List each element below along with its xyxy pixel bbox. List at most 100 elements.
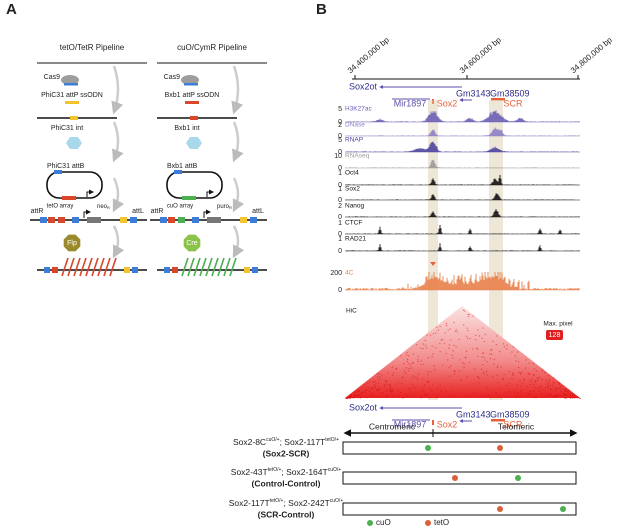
hic-pixel [425, 393, 427, 396]
hic-pixel [345, 397, 347, 399]
hic-pixel [547, 386, 549, 388]
flow-arrow [112, 225, 125, 259]
hic-pixel [353, 396, 355, 398]
hic-pixel [549, 388, 552, 391]
label: Sox2ot [349, 81, 378, 91]
label: 0 [338, 149, 342, 156]
hic-pixel [557, 381, 560, 383]
label: 0 [338, 231, 342, 238]
viewpoint [430, 262, 436, 266]
hic-pixel [523, 379, 526, 381]
hic-pixel [516, 396, 518, 398]
hic-pixel [439, 384, 441, 386]
hic-pixel [389, 384, 391, 387]
hic-pixel [534, 386, 536, 388]
hic-pixel [567, 392, 569, 394]
hic-pixel [548, 379, 550, 381]
hic-pixel [446, 325, 448, 327]
hic-pixel [476, 375, 479, 378]
hic-pixel [488, 394, 490, 397]
hic-pixel [449, 375, 451, 377]
hic-pixel [462, 362, 464, 364]
hic-pixel [417, 355, 419, 357]
hic-pixel [468, 314, 470, 316]
hic-pixel [482, 352, 485, 354]
element [207, 217, 221, 223]
hic-pixel [497, 381, 499, 384]
hic-pixel [376, 390, 378, 392]
hic-pixel [491, 353, 493, 356]
hic-pixel [500, 366, 502, 368]
hic-pixel [483, 356, 485, 358]
hic-pixel [424, 393, 426, 395]
hic-pixel [422, 343, 424, 345]
element [240, 217, 247, 223]
hic-pixel [452, 386, 454, 388]
label: 1 [338, 220, 342, 227]
hic-pixel [475, 339, 477, 341]
hic-pixel [391, 374, 394, 377]
hic-pixel [553, 381, 556, 384]
hic-pixel [453, 373, 456, 375]
hic-pixel [496, 374, 498, 376]
superscript: tetO/+ [270, 498, 284, 504]
hic-pixel [389, 391, 392, 393]
hic-pixel [427, 374, 429, 376]
hic-pixel [420, 360, 422, 362]
hic-pixel [412, 361, 414, 364]
hic-pixel [541, 370, 544, 372]
hic-pixel [371, 386, 374, 388]
hic-pixel [426, 394, 429, 396]
hic-pixel [392, 390, 394, 392]
hic-pixel [546, 393, 548, 395]
repeat [73, 257, 81, 277]
hic-pixel [435, 347, 437, 349]
hic-pixel [355, 394, 357, 396]
hic-pixel [352, 396, 354, 398]
integrase [186, 136, 202, 150]
hic-pixel [466, 327, 468, 329]
flow-arrow [112, 121, 124, 163]
guide [64, 83, 78, 86]
hic-pixel [570, 394, 572, 396]
hic-pixel [363, 390, 365, 392]
hic-pixel [509, 391, 511, 393]
hic-pixel [463, 366, 465, 368]
hic-pixel [519, 395, 521, 397]
label: Gm3143 [456, 409, 491, 419]
hic-pixel [560, 390, 562, 392]
hic-pixel [527, 372, 529, 375]
hic-pixel [533, 384, 535, 386]
hic-pixel [366, 386, 368, 388]
hic-pixel [468, 361, 470, 363]
hic-pixel [391, 366, 393, 368]
hic-pixel [540, 385, 542, 387]
hic-pixel [520, 390, 522, 392]
hic-pixel [560, 394, 562, 397]
hic-pixel [463, 324, 465, 326]
hic-pixel [372, 395, 374, 398]
highlight [489, 100, 503, 400]
hic-pixel [386, 394, 388, 396]
hic-pixel [561, 395, 564, 397]
hic-pixel [424, 344, 427, 346]
hic-pixel [573, 395, 575, 397]
hic-pixel [579, 397, 582, 400]
hic-pixel [385, 381, 387, 383]
label: Gm38509 [490, 88, 530, 98]
repeat [91, 257, 99, 277]
hic-pixel [477, 376, 479, 378]
hic-pixel [572, 395, 574, 397]
segment: ; Sox2-242T [283, 498, 329, 508]
repeat [229, 257, 237, 277]
signal [345, 159, 579, 168]
highlight [428, 100, 438, 400]
hic-pixel [506, 344, 508, 346]
hic-pixel [563, 393, 565, 395]
signal [347, 110, 580, 122]
hic-pixel [362, 391, 364, 393]
element [58, 217, 65, 223]
hic-pixel [493, 363, 495, 365]
label: Mir1897 [394, 419, 427, 429]
